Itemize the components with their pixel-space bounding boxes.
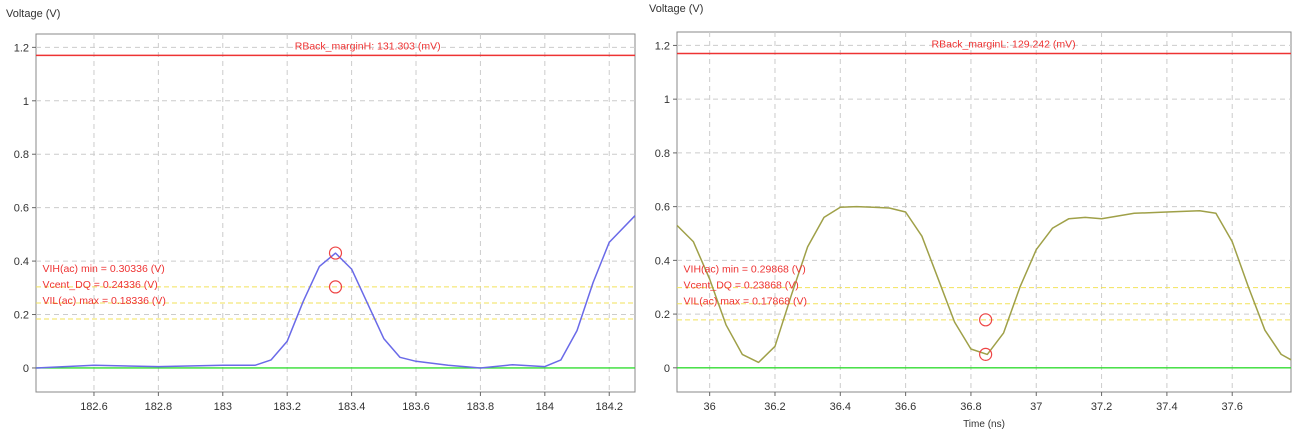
plot-frame xyxy=(35,33,636,393)
waveform-line xyxy=(35,215,636,369)
y-tick-label: 0.4 xyxy=(14,256,29,268)
threshold-annotation: VIH(ac) min = 0.30336 (V) xyxy=(42,263,164,275)
x-tick-label: 36.6 xyxy=(895,401,916,413)
marker-circle xyxy=(328,280,343,294)
y-axis-title: Voltage (V) xyxy=(649,3,703,15)
x-tick-label: 37 xyxy=(1030,401,1042,413)
waveform-line xyxy=(676,205,1292,364)
x-tick-label: 36.8 xyxy=(960,401,981,413)
y-tick-label: 0.2 xyxy=(655,309,670,321)
y-tick-label: 1 xyxy=(23,96,29,108)
threshold-annotation: VIL(ac) max = 0.18336 (V) xyxy=(42,295,165,307)
margin-annotation: RBack_marginL: 129.242 (mV) xyxy=(932,38,1076,50)
x-axis-title: Time (ns) xyxy=(963,419,1005,430)
threshold-annotation: Vcent_DQ = 0.24336 (V) xyxy=(42,279,157,291)
marker-circle xyxy=(328,246,343,260)
margin-annotation: RBack_marginH: 131.303 (mV) xyxy=(295,40,441,52)
chart-left: Voltage (V) RBack_marginH: 131.303 (mV) V… xyxy=(6,8,636,413)
y-tick-label: 0 xyxy=(664,363,670,375)
y-tick-label: 0.8 xyxy=(14,149,29,161)
x-tick-label: 37.4 xyxy=(1156,401,1177,413)
y-tick-label: 0.6 xyxy=(14,203,29,215)
x-tick-label: 183.2 xyxy=(273,401,301,413)
plot-frame xyxy=(676,31,1292,393)
y-tick-label: 0.4 xyxy=(655,255,670,267)
threshold-annotation: VIH(ac) min = 0.29868 (V) xyxy=(684,263,806,275)
x-tick-label: 36 xyxy=(704,401,716,413)
x-tick-label: 183.4 xyxy=(338,401,366,413)
x-tick-label: 183 xyxy=(214,401,232,413)
x-tick-label: 183.6 xyxy=(402,401,430,413)
y-tick-label: 1.2 xyxy=(655,40,670,52)
x-tick-label: 183.8 xyxy=(467,401,495,413)
y-tick-label: 1 xyxy=(664,94,670,106)
x-tick-label: 37.2 xyxy=(1091,401,1112,413)
y-axis-title: Voltage (V) xyxy=(6,8,60,20)
threshold-annotation: VIL(ac) max = 0.17868 (V) xyxy=(684,296,807,308)
x-tick-label: 36.4 xyxy=(830,401,851,413)
threshold-annotation: Vcent_DQ = 0.23868 (V) xyxy=(684,280,799,292)
x-tick-label: 182.6 xyxy=(80,401,108,413)
y-tick-label: 0.8 xyxy=(655,148,670,160)
marker-circle xyxy=(979,313,993,327)
x-tick-label: 184.2 xyxy=(595,401,623,413)
y-tick-label: 0.2 xyxy=(14,310,29,322)
x-tick-label: 182.8 xyxy=(145,401,173,413)
chart-right: Voltage (V) RBack_marginL: 129.242 (mV) V… xyxy=(649,3,1292,430)
y-tick-label: 1.2 xyxy=(14,42,29,54)
x-tick-label: 37.6 xyxy=(1222,401,1243,413)
y-tick-label: 0.6 xyxy=(655,202,670,214)
x-tick-label: 184 xyxy=(536,401,554,413)
marker-circle xyxy=(979,347,993,361)
y-tick-label: 0 xyxy=(23,363,29,375)
x-tick-label: 36.2 xyxy=(764,401,785,413)
